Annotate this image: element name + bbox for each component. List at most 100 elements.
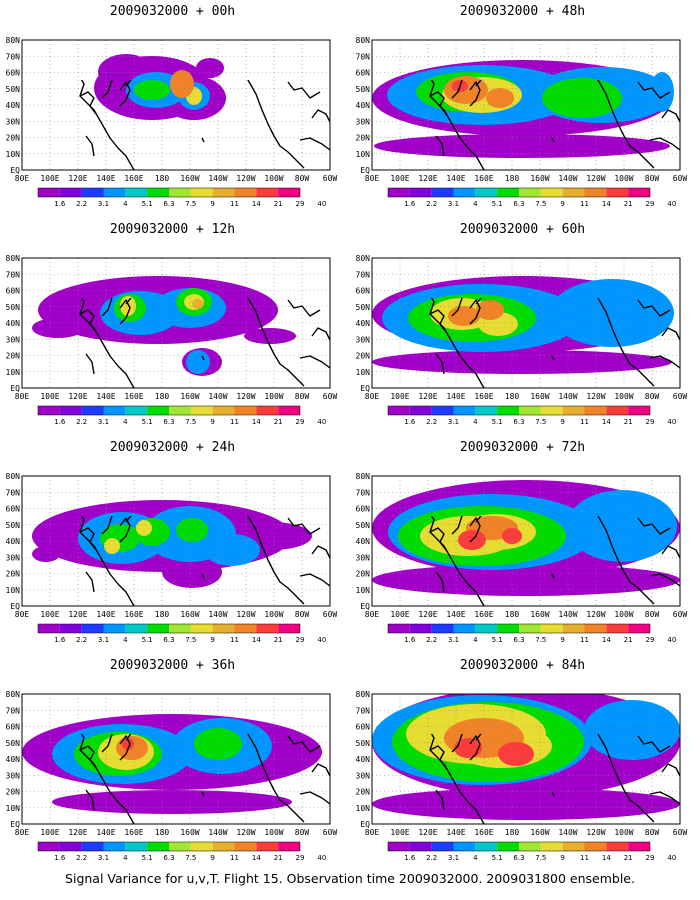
colorbar-swatch: [497, 624, 519, 633]
variance-contour: [120, 296, 136, 316]
colorbar-label: 14: [602, 854, 611, 862]
coastlines: [79, 80, 331, 171]
lon-tick-label: 120W: [236, 392, 255, 401]
colorbar-label: 6.3: [163, 636, 174, 644]
lat-tick-label: 80N: [356, 254, 371, 263]
colorbar-label: 21: [274, 200, 283, 208]
panel-title: 2009032000 + 12h: [109, 222, 236, 237]
lat-tick-label: 80N: [356, 36, 371, 45]
colorbar-swatch: [147, 188, 169, 197]
colorbar-swatch: [562, 406, 585, 415]
colorbar-label: 21: [624, 636, 633, 644]
colorbar-swatch: [38, 842, 60, 851]
grid: [22, 694, 330, 824]
colorbar-swatch: [59, 624, 82, 633]
variance-contour: [104, 538, 120, 554]
lat-tick-label: 40N: [6, 319, 21, 328]
colorbar-frame: [387, 623, 651, 634]
colorbar-swatch: [497, 188, 519, 197]
lat-tick-label: 70N: [6, 52, 21, 61]
variance-contour: [542, 78, 622, 118]
coastline: [551, 791, 555, 797]
coastline: [429, 527, 447, 551]
lon-tick-label: 120W: [586, 828, 605, 837]
map-panel: 2009032000 + 24h 80N 70N 60N 50N 40N 30N 20N 10N…: [0, 436, 345, 661]
map-frame: [371, 693, 681, 825]
variance-contour: [170, 70, 194, 98]
coastline: [247, 516, 305, 605]
colorbar-label: 14: [252, 854, 261, 862]
map-panel: 2009032000 + 48h 80N 70N 60N 50N 40N 30N 20N 10N…: [350, 0, 695, 225]
coastlines: [429, 516, 681, 607]
coastline: [429, 91, 447, 115]
colorbar-frame: [387, 841, 651, 852]
coastline: [649, 355, 681, 369]
colorbar-swatch: [497, 842, 519, 851]
coastline: [597, 80, 655, 169]
colorbar-label: 3.1: [448, 200, 459, 208]
colorbar-label: 40: [667, 854, 676, 862]
lat-tick-label: 50N: [356, 521, 371, 530]
lon-tick-label: 80W: [645, 610, 660, 619]
colorbar-swatch: [388, 188, 410, 197]
colorbar-label: 4: [473, 418, 478, 426]
colorbar-label: 11: [230, 200, 239, 208]
colorbar-label: 1.6: [404, 854, 416, 862]
map-frame: [21, 257, 331, 389]
colorbar-label: 4: [473, 636, 478, 644]
map-panel: 2009032000 + 84h 80N 70N 60N 50N 40N 30N 20N 10N…: [350, 654, 695, 879]
colorbar-label: 29: [296, 854, 305, 862]
lat-tick-label: EQ: [10, 384, 20, 393]
lon-tick-label: 100W: [614, 828, 633, 837]
colorbar-swatch: [519, 188, 541, 197]
colorbar-label: 21: [274, 418, 283, 426]
lat-tick-label: 20N: [356, 134, 371, 143]
lon-tick-label: 60W: [673, 610, 688, 619]
coastline: [551, 355, 555, 361]
colorbar-swatch: [190, 624, 213, 633]
coastline: [247, 298, 305, 387]
coastline: [96, 516, 113, 535]
lon-tick-label: 180: [505, 392, 520, 401]
lat-tick-label: EQ: [360, 820, 370, 829]
colorbar-swatch: [234, 842, 257, 851]
lon-tick-label: 180: [505, 828, 520, 837]
coastline: [637, 517, 671, 535]
lat-tick-label: 70N: [356, 706, 371, 715]
colorbar-frame: [37, 623, 301, 634]
lat-tick-label: 30N: [6, 117, 21, 126]
lon-tick-label: 140E: [96, 392, 115, 401]
colorbar-swatch: [409, 188, 432, 197]
colorbar-label: 40: [317, 636, 326, 644]
coastline: [469, 517, 481, 543]
colorbar-swatch: [212, 842, 235, 851]
colorbar-swatch: [388, 842, 410, 851]
lon-tick-label: 80E: [365, 828, 380, 837]
colorbar-swatch: [584, 188, 607, 197]
map-panel: 2009032000 + 00h 80N 70N 60N 50N 40N 30N 20N 10N…: [0, 0, 345, 225]
lat-tick-label: EQ: [360, 166, 370, 175]
coastline: [287, 735, 321, 753]
colorbar-label: 4: [123, 854, 128, 862]
map-panel: 2009032000 + 12h 80N 70N 60N 50N 40N 30N 20N 10N…: [0, 218, 345, 443]
colorbar-swatch: [453, 406, 476, 415]
colorbar-swatch: [169, 624, 191, 633]
lon-tick-label: 120E: [68, 828, 87, 837]
colorbar-swatch: [234, 624, 257, 633]
lat-tick-label: 50N: [356, 303, 371, 312]
colorbar-label: 9: [210, 636, 214, 644]
colorbar-swatch: [562, 188, 585, 197]
lat-tick-label: EQ: [10, 166, 20, 175]
lon-tick-label: 100W: [264, 610, 283, 619]
colorbar-swatch: [103, 188, 126, 197]
colorbar-label: 14: [252, 636, 261, 644]
lon-tick-label: 160W: [180, 392, 199, 401]
panel-title: 2009032000 + 48h: [459, 4, 586, 19]
lon-tick-label: 160E: [474, 174, 493, 183]
colorbar-label: 40: [317, 854, 326, 862]
variance-field: [372, 276, 674, 374]
lon-tick-label: 80E: [15, 610, 30, 619]
variance-field: [22, 714, 322, 814]
colorbar-swatch: [519, 406, 541, 415]
colorbar-label: 3.1: [448, 854, 459, 862]
